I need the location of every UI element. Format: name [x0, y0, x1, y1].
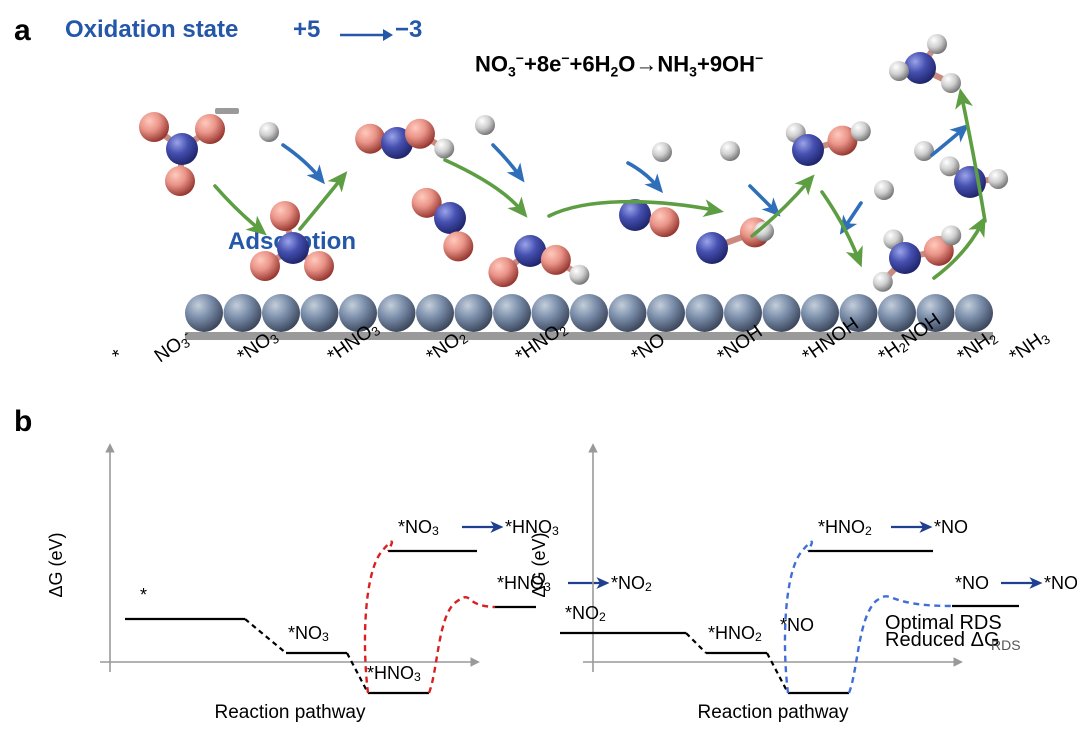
- svg-text:*NO: *NO: [934, 517, 968, 537]
- svg-text:RDS: RDS: [991, 637, 1021, 653]
- svg-text:*HNO2: *HNO2: [818, 517, 872, 538]
- svg-text:*HNO3: *HNO3: [367, 663, 421, 684]
- svg-text:Reduced ΔG: Reduced ΔG: [885, 629, 1000, 651]
- svg-text:*NO2: *NO2: [565, 603, 606, 624]
- svg-text:*NOH: *NOH: [1044, 573, 1077, 593]
- svg-text:*NH3: *NH3: [1006, 326, 1053, 368]
- svg-text:*NO: *NO: [780, 615, 814, 635]
- svg-text:*NO3: *NO3: [288, 623, 329, 644]
- svg-text:*HNO2: *HNO2: [708, 623, 762, 644]
- svg-text:*NO2: *NO2: [611, 573, 652, 594]
- svg-text:Reaction pathway: Reaction pathway: [697, 702, 849, 723]
- svg-text:ΔG (eV): ΔG (eV): [529, 532, 549, 597]
- svg-text:*NO3: *NO3: [398, 517, 439, 538]
- svg-text:*: *: [140, 585, 147, 605]
- svg-text:*: *: [109, 345, 128, 367]
- svg-text:*NO: *NO: [955, 573, 989, 593]
- svg-text:*NO2: *NO2: [423, 325, 471, 368]
- svg-text:ΔG (eV): ΔG (eV): [46, 532, 66, 597]
- svg-text:Reaction pathway: Reaction pathway: [214, 702, 366, 723]
